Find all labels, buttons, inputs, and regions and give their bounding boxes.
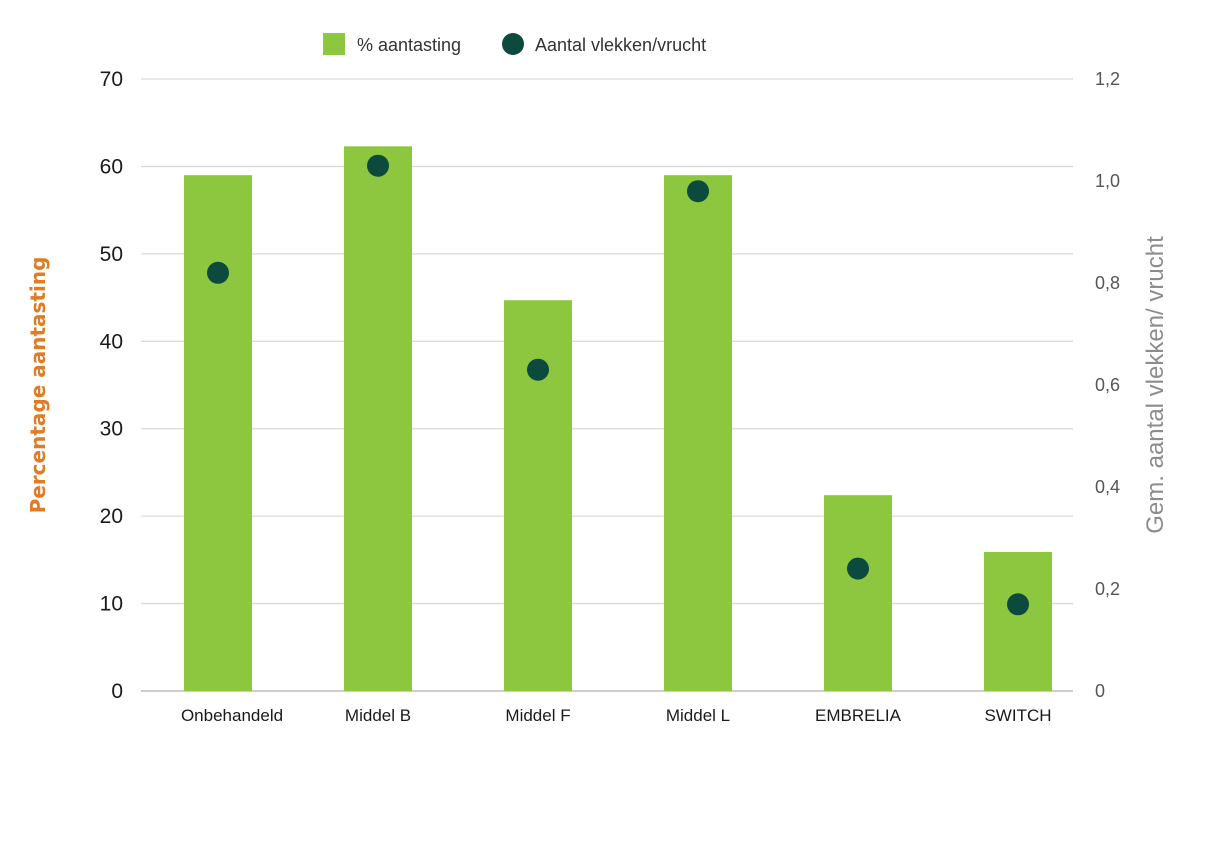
data-point — [207, 261, 229, 284]
legend-dot-label: Aantal vlekken/vrucht — [535, 35, 706, 55]
x-tick-label: EMBRELIA — [815, 706, 902, 725]
x-tick-label: SWITCH — [984, 706, 1051, 725]
y-tick-label-right: 0,4 — [1095, 477, 1120, 497]
legend-bar-label: % aantasting — [357, 35, 461, 55]
y-axis-title-right: Gem. aantal vlekken/ vrucht — [1142, 236, 1169, 534]
legend-bar-swatch — [323, 33, 345, 55]
bar — [184, 175, 252, 691]
gridlines — [141, 78, 1073, 692]
y-tick-label-left: 60 — [100, 155, 123, 178]
bar — [664, 175, 732, 691]
y-tick-label-left: 20 — [100, 505, 123, 528]
data-point — [367, 154, 389, 177]
x-tick-label: Middel F — [505, 706, 570, 725]
data-point — [1007, 593, 1029, 616]
y-tick-label-left: 10 — [100, 593, 123, 616]
y-tick-label-right: 1,0 — [1095, 171, 1120, 191]
point-series — [207, 154, 1029, 616]
legend-dot-swatch — [502, 33, 524, 55]
y-tick-label-right: 1,2 — [1095, 69, 1120, 89]
y-tick-label-left: 50 — [100, 243, 123, 266]
bar — [984, 551, 1052, 691]
bar — [824, 495, 892, 691]
data-point — [687, 180, 709, 203]
y-axis-title-left: Percentage aantasting — [26, 257, 50, 514]
y-tick-label-left: 30 — [100, 418, 123, 441]
data-point — [527, 358, 549, 381]
legend: % aantasting Aantal vlekken/vrucht — [323, 33, 706, 55]
y-tick-label-right: 0,2 — [1095, 579, 1120, 599]
y-tick-label-left: 0 — [111, 680, 123, 703]
data-point — [847, 557, 869, 580]
right-axis-ticks: 0 0,2 0,4 0,6 0,8 1,0 1,2 — [1095, 69, 1120, 701]
bar-series — [184, 146, 1052, 691]
y-tick-label-left: 40 — [100, 330, 123, 353]
y-tick-label-right: 0,8 — [1095, 273, 1120, 293]
y-tick-label-right: 0 — [1095, 681, 1105, 701]
bar — [344, 146, 412, 691]
left-axis-ticks: 0 10 20 30 40 50 60 70 — [100, 68, 123, 703]
x-tick-label: Middel B — [345, 706, 411, 725]
x-tick-label: Onbehandeld — [181, 706, 283, 725]
x-axis-ticks: Onbehandeld Middel B Middel F Middel L EMBRE… — [181, 706, 1052, 725]
y-tick-label-right: 0,6 — [1095, 375, 1120, 395]
x-tick-label: Middel L — [666, 706, 730, 725]
y-tick-label-left: 70 — [100, 68, 123, 91]
